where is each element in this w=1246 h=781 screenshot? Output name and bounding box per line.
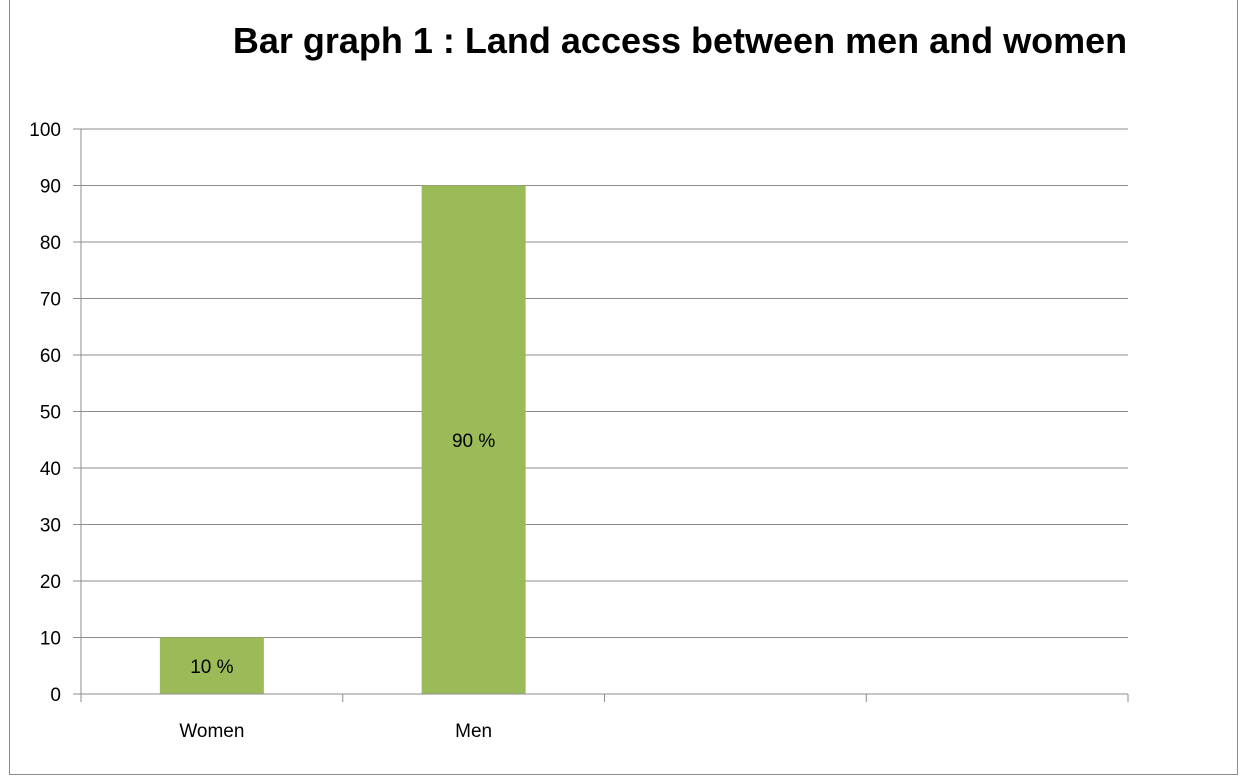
gridlines	[73, 128, 1128, 695]
chart-title: Bar graph 1 : Land access between men an…	[232, 20, 1128, 61]
y-tick-label: 0	[50, 685, 61, 706]
bar-women	[159, 637, 264, 694]
data-label: 90 %	[452, 431, 495, 452]
y-tick-label: 50	[40, 403, 61, 424]
data-label: 10 %	[190, 657, 233, 678]
y-tick-label: 10	[40, 629, 61, 650]
y-tick-label: 20	[40, 572, 61, 593]
bar-men	[421, 185, 526, 694]
x-category-label: Women	[179, 721, 244, 742]
y-tick-label: 60	[40, 346, 61, 367]
y-tick-label: 90	[40, 177, 61, 198]
labels: 0 10 20 30 40 50 60 70 80 90 100 10 % Women 90 % Men	[29, 120, 495, 742]
y-tick-label: 40	[40, 459, 61, 480]
y-tick-label: 70	[40, 290, 61, 311]
axes	[80, 129, 1129, 702]
y-tick-label: 100	[29, 120, 61, 141]
y-tick-label: 30	[40, 516, 61, 537]
y-tick-label: 80	[40, 233, 61, 254]
x-category-label: Men	[455, 721, 492, 742]
bars	[159, 185, 526, 694]
